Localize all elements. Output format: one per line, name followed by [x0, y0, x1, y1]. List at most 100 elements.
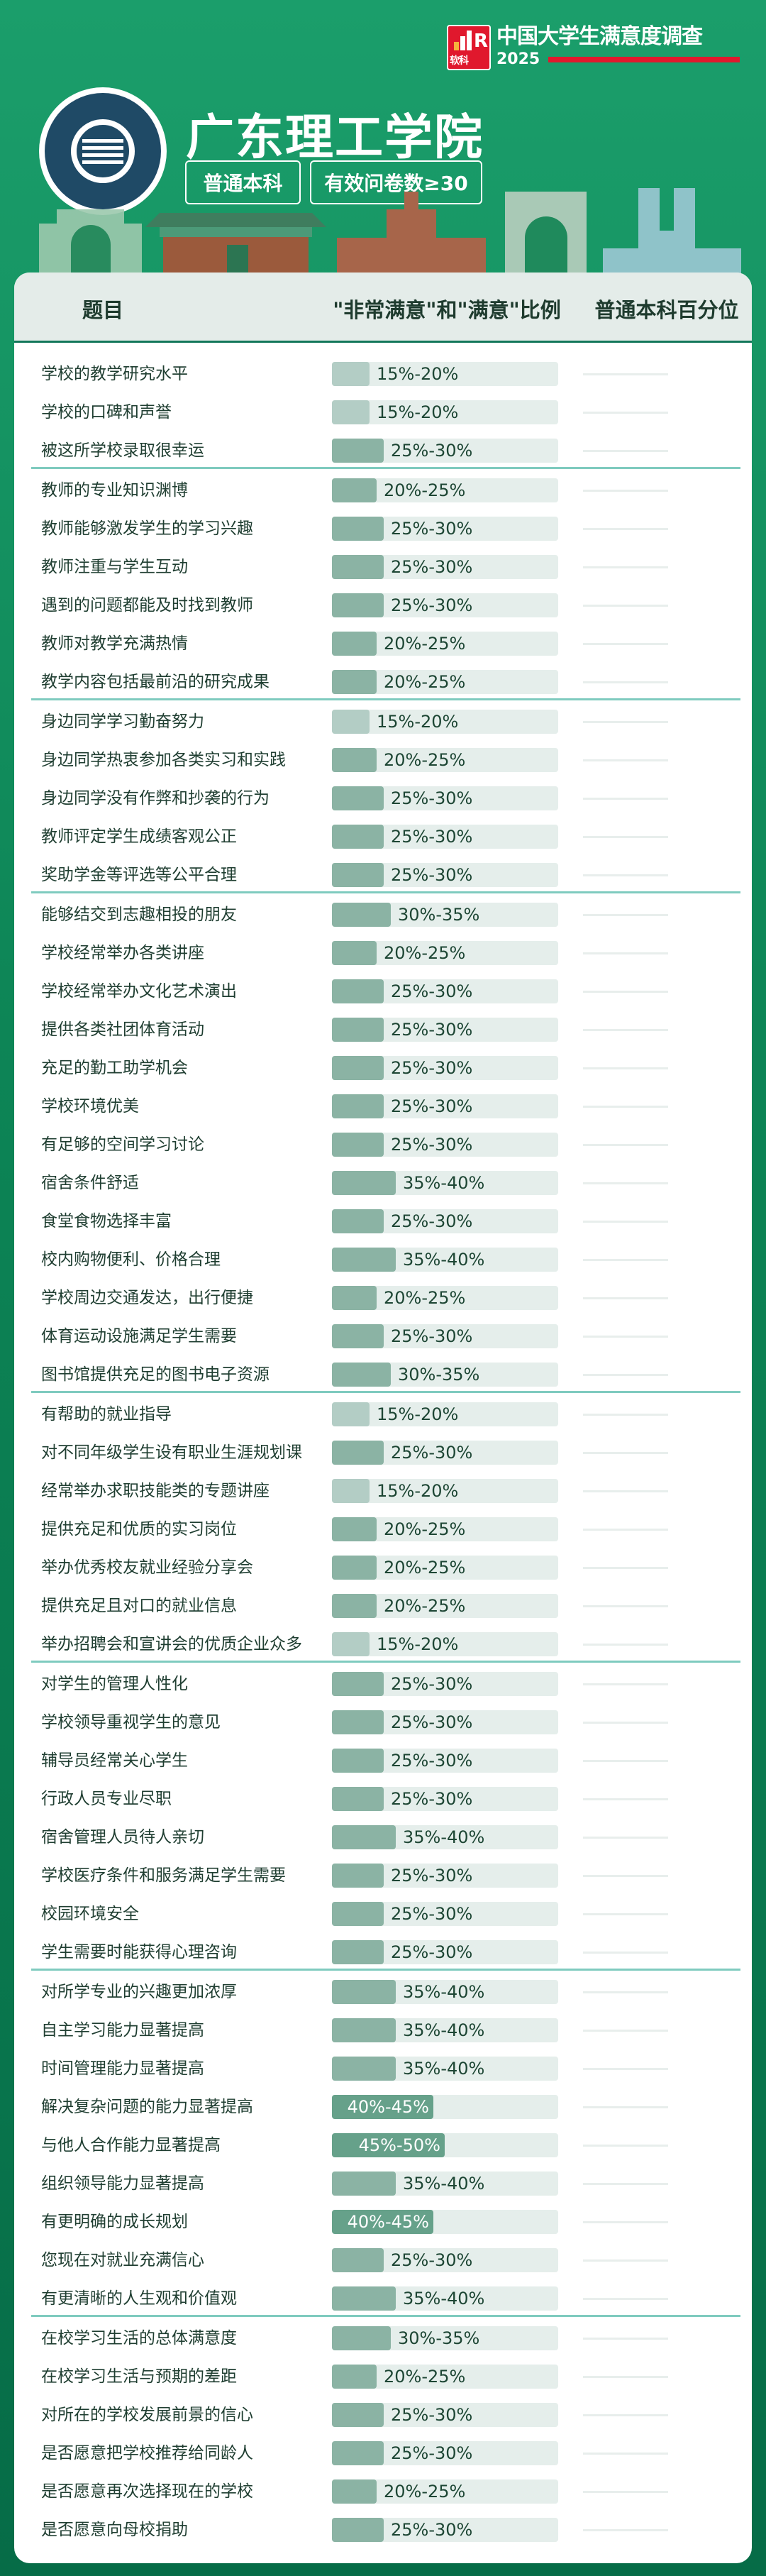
header-satisfaction-ratio: "非常满意"和"满意"比例: [333, 298, 561, 322]
question-label: 对学生的管理人性化: [41, 1675, 188, 1693]
ratio-bar: 20%-25%: [332, 1594, 558, 1618]
percentile-placeholder: [583, 1259, 668, 1261]
question-label: 举办优秀校友就业经验分享会: [41, 1558, 253, 1577]
table-row: 教师的专业知识渊博 20%-25%: [14, 478, 752, 502]
question-label: 是否愿意向母校捐助: [41, 2521, 188, 2539]
table-row: 食堂食物选择丰富 25%-30%: [14, 1209, 752, 1233]
ratio-bar-fill: [332, 1248, 396, 1272]
ratio-label: 25%-30%: [391, 2250, 473, 2270]
ratio-bar-fill: [332, 1209, 384, 1233]
ratio-bar: 25%-30%: [332, 1940, 558, 1964]
table-row: 图书馆提供充足的图书电子资源 30%-35%: [14, 1363, 752, 1387]
table-row: 学生需要时能获得心理咨询 25%-30%: [14, 1940, 752, 1964]
question-label: 身边同学学习勤奋努力: [41, 712, 204, 731]
table-row: 时间管理能力显著提高 35%-40%: [14, 2057, 752, 2081]
percentile-placeholder: [583, 1567, 668, 1569]
ratio-bar: 15%-20%: [332, 1479, 558, 1503]
ratio-bar: 25%-30%: [332, 1902, 558, 1926]
percentile-placeholder: [583, 1490, 668, 1492]
ratio-bar-fill: [332, 1517, 377, 1541]
ratio-bar: 30%-35%: [332, 903, 558, 927]
percentile-placeholder: [583, 798, 668, 800]
table-row: 与他人合作能力显著提高 45%-50%: [14, 2133, 752, 2157]
ratio-label: 25%-30%: [391, 1942, 473, 1962]
table-row: 在校学习生活与预期的差距 20%-25%: [14, 2365, 752, 2389]
ratio-bar-fill: [332, 1864, 384, 1888]
ratio-bar-fill: [332, 1324, 384, 1348]
question-label: 图书馆提供充足的图书电子资源: [41, 1365, 270, 1384]
ratio-bar: 45%-50%: [332, 2133, 558, 2157]
ratio-label: 35%-40%: [403, 2059, 485, 2079]
ratio-label: 35%-40%: [403, 1982, 485, 2002]
ratio-bar: 25%-30%: [332, 1018, 558, 1042]
ratio-bar-fill: [332, 786, 384, 810]
question-label: 自主学习能力显著提高: [41, 2021, 204, 2040]
ratio-bar-fill: [332, 1133, 384, 1157]
ratio-label: 15%-20%: [377, 364, 459, 384]
question-label: 学校经常举办各类讲座: [41, 944, 204, 962]
ratio-bar: 40%-45%: [332, 2210, 558, 2234]
group-divider: [31, 1661, 740, 1663]
question-label: 对所学专业的兴趣更加浓厚: [41, 1983, 237, 2001]
percentile-placeholder: [583, 991, 668, 993]
percentile-placeholder: [583, 2030, 668, 2032]
ratio-bar: 25%-30%: [332, 786, 558, 810]
ratio-label: 20%-25%: [384, 1596, 466, 1616]
ratio-bar: 25%-30%: [332, 1324, 558, 1348]
percentile-placeholder: [583, 2145, 668, 2147]
ratio-bar: 20%-25%: [332, 2365, 558, 2389]
question-label: 在校学习生活与预期的差距: [41, 2367, 237, 2386]
ratio-label: 40%-45%: [347, 2212, 429, 2232]
question-label: 校园环境安全: [41, 1905, 139, 1923]
ruanke-logo: R 软科: [447, 25, 491, 70]
question-label: 举办招聘会和宣讲会的优质企业众多: [41, 1635, 302, 1653]
percentile-placeholder: [583, 836, 668, 838]
question-label: 提供充足和优质的实习岗位: [41, 1520, 237, 1539]
ratio-bar-fill: [332, 710, 370, 734]
ratio-label: 30%-35%: [398, 2328, 480, 2348]
percentile-placeholder: [583, 412, 668, 414]
ratio-bar: 35%-40%: [332, 1171, 558, 1195]
table-row: 是否愿意把学校推荐给同龄人 25%-30%: [14, 2441, 752, 2465]
table-row: 在校学习生活的总体满意度 30%-35%: [14, 2326, 752, 2350]
ratio-label: 35%-40%: [403, 2174, 485, 2194]
percentile-placeholder: [583, 1837, 668, 1839]
ratio-label: 25%-30%: [391, 1674, 473, 1694]
question-label: 学校的口碑和声誉: [41, 403, 172, 422]
table-header: 题目 "非常满意"和"满意"比例 普通本科百分位: [14, 273, 752, 343]
ratio-bar-fill: [332, 2441, 384, 2465]
ruanke-logo-text: 软科: [450, 55, 469, 67]
ratio-bar: 25%-30%: [332, 2518, 558, 2542]
ratio-bar-fill: [332, 2248, 384, 2272]
percentile-placeholder: [583, 1336, 668, 1338]
table-row: 学校的口碑和声誉 15%-20%: [14, 400, 752, 424]
ratio-bar-fill: [332, 903, 391, 927]
ratio-label: 15%-20%: [377, 402, 459, 422]
question-label: 经常举办求职技能类的专题讲座: [41, 1482, 270, 1500]
ratio-bar-fill: [332, 362, 370, 386]
table-row: 有帮助的就业指导 15%-20%: [14, 1402, 752, 1426]
table-row: 举办招聘会和宣讲会的优质企业众多 15%-20%: [14, 1632, 752, 1656]
percentile-placeholder: [583, 1452, 668, 1454]
ratio-label: 35%-40%: [403, 1827, 485, 1847]
ratio-bar: 20%-25%: [332, 1556, 558, 1580]
percentile-placeholder: [583, 681, 668, 683]
table-row: 身边同学没有作弊和抄袭的行为 25%-30%: [14, 786, 752, 810]
percentile-placeholder: [583, 2453, 668, 2455]
question-label: 有足够的空间学习讨论: [41, 1135, 204, 1154]
ratio-bar: 35%-40%: [332, 2057, 558, 2081]
ratio-label: 30%-35%: [398, 905, 480, 925]
question-label: 充足的勤工助学机会: [41, 1059, 188, 1077]
ratio-bar: 25%-30%: [332, 1133, 558, 1157]
question-label: 教师能够激发学生的学习兴趣: [41, 519, 253, 538]
ratio-bar: 25%-30%: [332, 1209, 558, 1233]
survey-year: 2025: [496, 50, 540, 68]
question-label: 学校周边交通发达，出行便捷: [41, 1289, 253, 1307]
percentile-placeholder: [583, 2376, 668, 2378]
percentile-placeholder: [583, 1760, 668, 1762]
ratio-bar: 35%-40%: [332, 2172, 558, 2196]
percentile-placeholder: [583, 1144, 668, 1146]
table-row: 校园环境安全 25%-30%: [14, 1902, 752, 1926]
ratio-bar-fill: [332, 2172, 396, 2196]
ratio-bar-fill: [332, 1940, 384, 1964]
